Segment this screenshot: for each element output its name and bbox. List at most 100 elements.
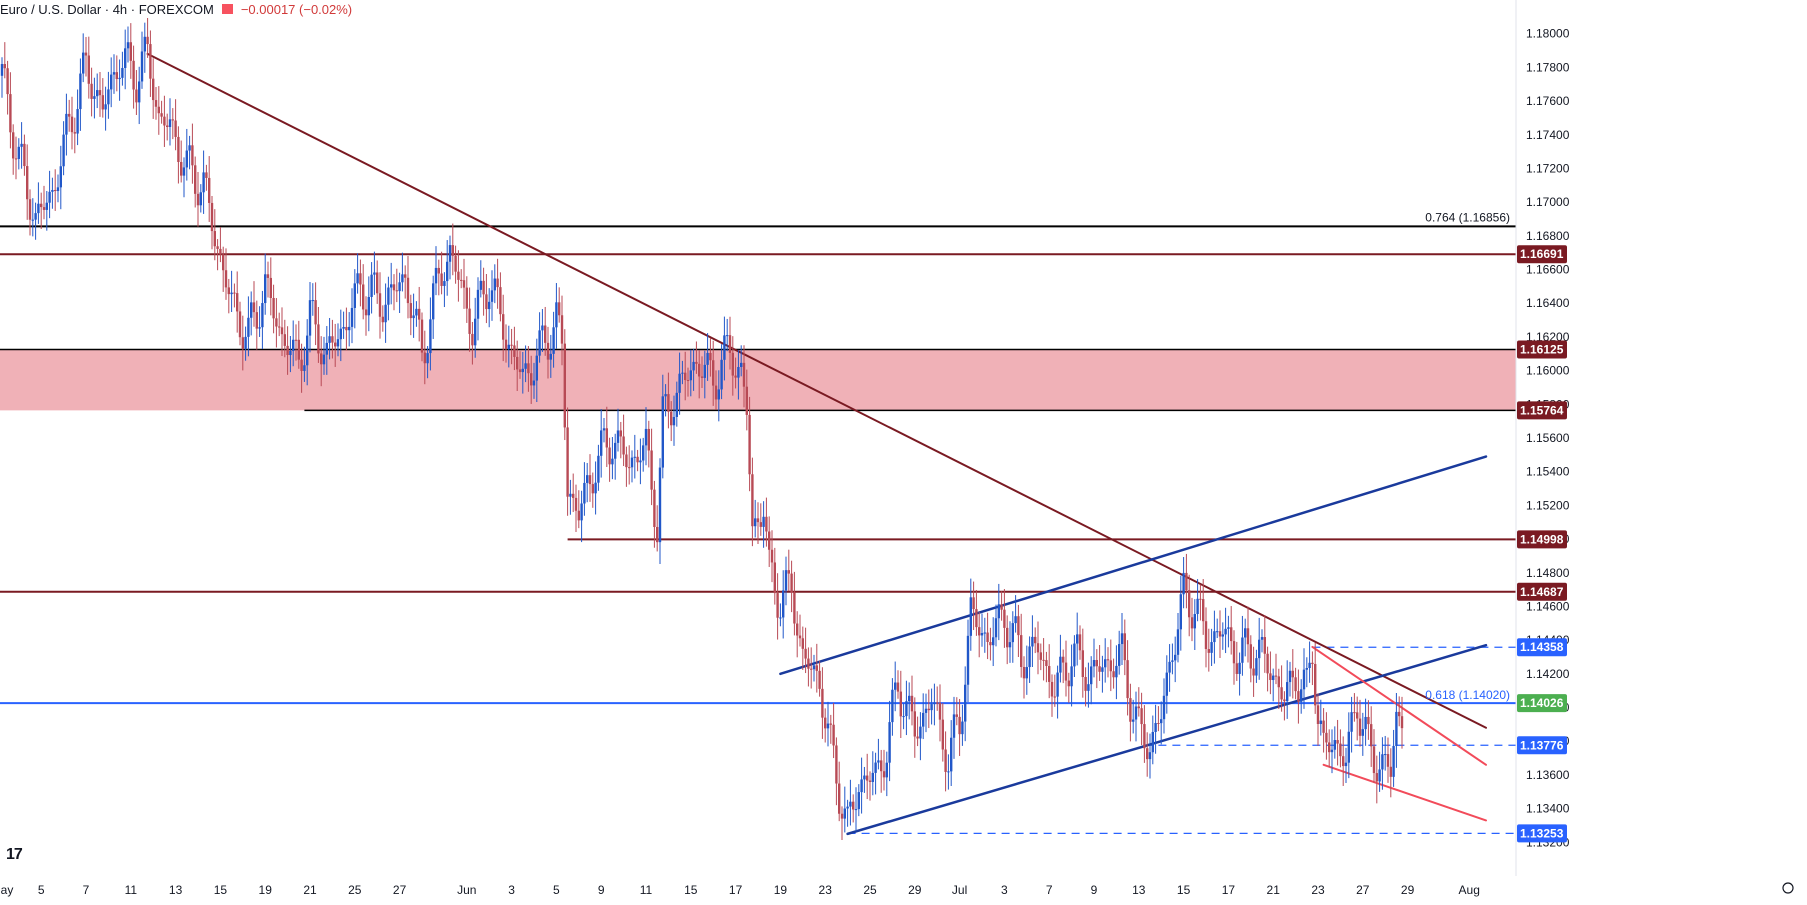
candle-body (532, 380, 536, 386)
candle-body (1314, 664, 1317, 706)
candle-body (661, 396, 664, 468)
candle-body (1364, 716, 1367, 730)
candle-body (297, 339, 300, 360)
price-tick-label: 1.13600 (1526, 768, 1570, 782)
candle-body (807, 658, 810, 669)
candle-body (34, 213, 37, 220)
time-tick-label: 21 (303, 883, 317, 897)
candle-body (1146, 748, 1149, 760)
symbol-title[interactable]: Euro / U.S. Dollar · 4h · FOREXCOM (0, 1, 214, 17)
candle-body (40, 203, 43, 208)
time-tick-label: 11 (640, 883, 653, 897)
candle-body (216, 246, 219, 249)
price-axis-layer[interactable]: 1.132001.134001.136001.138001.140001.142… (1515, 0, 1807, 900)
candle-body (507, 344, 510, 350)
candle-body (1213, 631, 1216, 643)
flag-icon (221, 4, 233, 14)
candle-body (756, 518, 760, 523)
candle-body (1028, 646, 1031, 668)
candle-body (9, 94, 12, 133)
candle-body (1076, 634, 1079, 644)
candle-body (1297, 691, 1300, 702)
candle-body (1389, 766, 1392, 777)
candle-body (152, 78, 155, 101)
candle-body (518, 369, 522, 373)
price-tick-label: 1.16200 (1526, 330, 1570, 344)
candle-body (432, 283, 435, 320)
candle-body (17, 146, 20, 159)
time-tick-label: 3 (508, 883, 515, 897)
candle-body (1398, 711, 1401, 717)
candle-body (555, 302, 558, 328)
candle-body (941, 719, 944, 750)
candle-body (950, 737, 953, 772)
candle-body (740, 362, 743, 367)
candle-body (913, 711, 916, 737)
candle-body (1347, 731, 1350, 763)
candle-body (12, 132, 15, 159)
candle-body (804, 648, 807, 659)
time-tick-label: 13 (169, 883, 183, 897)
candle-body (891, 689, 894, 723)
candle-body (1129, 698, 1132, 722)
candle-body (3, 64, 6, 69)
candle-body (1126, 660, 1129, 699)
candle-body (625, 454, 628, 468)
price-tick-label: 1.17600 (1526, 94, 1570, 108)
candle-body (348, 326, 351, 331)
candle-body (569, 493, 572, 497)
time-tick-label: 7 (83, 883, 90, 897)
price-tick-label: 1.17200 (1526, 161, 1570, 175)
time-tick-label: 23 (1311, 883, 1325, 897)
candle-body (493, 278, 496, 291)
candle-body (160, 113, 163, 117)
price-tick-label: 1.13400 (1526, 802, 1570, 816)
candle-body (919, 726, 922, 739)
tradingview-logo-icon[interactable]: 17 (6, 846, 23, 863)
candle-body (384, 304, 387, 323)
candle-body (468, 308, 471, 334)
candle-body (269, 277, 272, 298)
candle-body (1291, 670, 1294, 678)
candle-body (1151, 731, 1154, 753)
candle-body (479, 280, 482, 290)
candle-body (1358, 718, 1362, 736)
candle-body (334, 342, 337, 347)
candle-body (723, 335, 726, 360)
candle-body (916, 736, 919, 739)
candle-body (622, 436, 625, 455)
candle-body (336, 339, 340, 347)
candle-body (810, 668, 813, 670)
candle-body (1367, 716, 1370, 725)
candle-body (73, 132, 76, 134)
candle-body (485, 294, 488, 310)
candle-body (51, 189, 54, 192)
candle-body (219, 248, 222, 255)
candle-body (1263, 637, 1266, 654)
chart-header[interactable]: Euro / U.S. Dollar · 4h · FOREXCOM −0.00… (0, 0, 359, 18)
candle-body (1014, 616, 1017, 624)
candle-body (894, 682, 897, 690)
candle-body (798, 635, 802, 639)
candle-body (412, 315, 415, 319)
candle-body (252, 302, 256, 313)
candle-body (958, 716, 961, 735)
candle-body (317, 324, 320, 354)
candle-body (434, 267, 438, 284)
price-tick-label: 1.18000 (1526, 27, 1570, 41)
candle-body (350, 307, 354, 327)
candle-body (712, 360, 715, 386)
candle-body (1207, 649, 1210, 653)
candle-body (922, 712, 925, 727)
candle-body (308, 300, 312, 336)
candle-body (294, 339, 298, 341)
price-label-badge (1517, 340, 1567, 359)
time-axis-layer[interactable]: May 5 7 11 13 15 19 21 25 27 Jun 3 5 9 11 15 17 19 23 25 29 J… (0, 876, 1807, 900)
time-tick-label: 17 (1222, 883, 1236, 897)
candle-body (429, 319, 432, 354)
candle-body (14, 158, 18, 160)
candle-body (266, 274, 270, 278)
candle-body (1011, 623, 1014, 643)
